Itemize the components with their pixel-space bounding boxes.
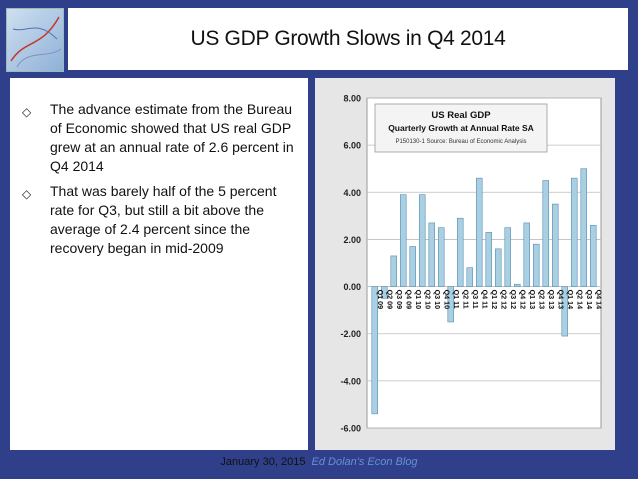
bar bbox=[381, 286, 388, 299]
x-tick-label: Q3 11 bbox=[471, 290, 480, 309]
x-tick-label: Q4 13 bbox=[556, 290, 565, 310]
y-tick-label: 2.00 bbox=[343, 235, 361, 245]
x-tick-label: Q3 13 bbox=[547, 290, 556, 310]
bullet-item: ◇ That was barely half of the 5 percent … bbox=[20, 182, 300, 258]
bar bbox=[457, 217, 464, 287]
y-tick-label: 8.00 bbox=[343, 94, 361, 104]
bar bbox=[523, 222, 530, 287]
bar bbox=[533, 243, 540, 287]
bullet-text: The advance estimate from the Bureau of … bbox=[50, 101, 294, 174]
x-tick-label: Q3 10 bbox=[433, 290, 442, 310]
bullet-item: ◇ The advance estimate from the Bureau o… bbox=[20, 100, 300, 176]
bar bbox=[552, 203, 559, 287]
y-tick-label: 4.00 bbox=[343, 188, 361, 198]
bar bbox=[514, 283, 521, 287]
logo-graphic bbox=[10, 16, 62, 68]
x-tick-label: Q2 12 bbox=[499, 290, 508, 310]
x-tick-label: Q2 10 bbox=[423, 290, 432, 310]
bar bbox=[495, 248, 502, 287]
bar bbox=[571, 177, 578, 287]
bar bbox=[438, 227, 445, 287]
bar bbox=[390, 255, 397, 287]
x-tick-label: Q1 13 bbox=[528, 290, 537, 310]
text-panel bbox=[10, 78, 308, 450]
footer-blog-link[interactable]: Ed Dolan's Econ Blog bbox=[311, 456, 418, 468]
footer: January 30, 2015 Ed Dolan's Econ Blog bbox=[0, 456, 638, 468]
x-tick-label: Q1 12 bbox=[490, 290, 499, 310]
bar bbox=[419, 194, 426, 287]
slide-title: US GDP Growth Slows in Q4 2014 bbox=[190, 27, 506, 50]
chart-title: US Real GDP bbox=[431, 110, 491, 121]
x-tick-label: Q1 11 bbox=[452, 290, 461, 309]
x-tick-label: Q1 14 bbox=[566, 290, 575, 310]
y-tick-label: 6.00 bbox=[343, 141, 361, 151]
bar bbox=[447, 286, 454, 323]
bar bbox=[590, 224, 597, 287]
y-tick-label: -6.00 bbox=[340, 424, 361, 434]
bar bbox=[476, 177, 483, 287]
chart-title-box bbox=[374, 103, 548, 153]
y-tick-label: -4.00 bbox=[340, 376, 361, 386]
logo bbox=[6, 8, 64, 72]
bar bbox=[371, 286, 378, 415]
gdp-bar-chart: 8.00 6.00 4.00 2.00 0.00 -2.00 -4.00 -6.00 US Re… bbox=[340, 94, 603, 434]
x-tick-label: Q4 10 bbox=[442, 290, 451, 310]
bar bbox=[400, 194, 407, 287]
bar bbox=[504, 227, 511, 287]
bar bbox=[409, 246, 416, 287]
diamond-bullet-icon: ◇ bbox=[22, 105, 32, 119]
footer-date: January 30, 2015 bbox=[220, 456, 306, 468]
x-tick-label: Q1 09 bbox=[376, 290, 385, 310]
title-box: US GDP Growth Slows in Q4 2014 bbox=[68, 8, 628, 70]
bar bbox=[580, 168, 587, 287]
x-tick-label: Q4 12 bbox=[518, 290, 527, 310]
x-tick-label: Q2 09 bbox=[385, 290, 394, 310]
y-tick-label: 0.00 bbox=[343, 282, 361, 292]
diamond-bullet-icon: ◇ bbox=[22, 187, 32, 201]
bar bbox=[561, 286, 568, 337]
chart-frame: 8.00 6.00 4.00 2.00 0.00 -2.00 -4.00 -6.00 US Re… bbox=[315, 78, 615, 450]
bullet-text: That was barely half of the 5 percent ra… bbox=[50, 183, 277, 256]
x-tick-label: Q4 11 bbox=[480, 290, 489, 309]
chart-source: P150130-1 Source: Bureau of Economic Ana… bbox=[395, 139, 526, 145]
x-tick-label: Q3 12 bbox=[509, 290, 518, 310]
chart-subtitle: Quarterly Growth at Annual Rate SA bbox=[388, 123, 534, 133]
bar bbox=[542, 180, 549, 287]
bar bbox=[428, 222, 435, 287]
x-tick-label: Q2 14 bbox=[575, 290, 584, 310]
x-tick-label: Q4 09 bbox=[404, 290, 413, 310]
x-tick-label: Q2 13 bbox=[537, 290, 546, 310]
x-tick-label: Q1 10 bbox=[414, 290, 423, 310]
y-tick-label: -2.00 bbox=[340, 329, 361, 339]
bullet-list: ◇ The advance estimate from the Bureau o… bbox=[20, 100, 300, 264]
bar bbox=[485, 232, 492, 287]
x-tick-label: Q2 11 bbox=[461, 290, 470, 309]
bar bbox=[466, 267, 473, 287]
x-tick-label: Q3 09 bbox=[395, 290, 404, 310]
x-tick-label: Q4 14 bbox=[594, 290, 603, 310]
x-tick-label: Q3 14 bbox=[585, 290, 594, 310]
